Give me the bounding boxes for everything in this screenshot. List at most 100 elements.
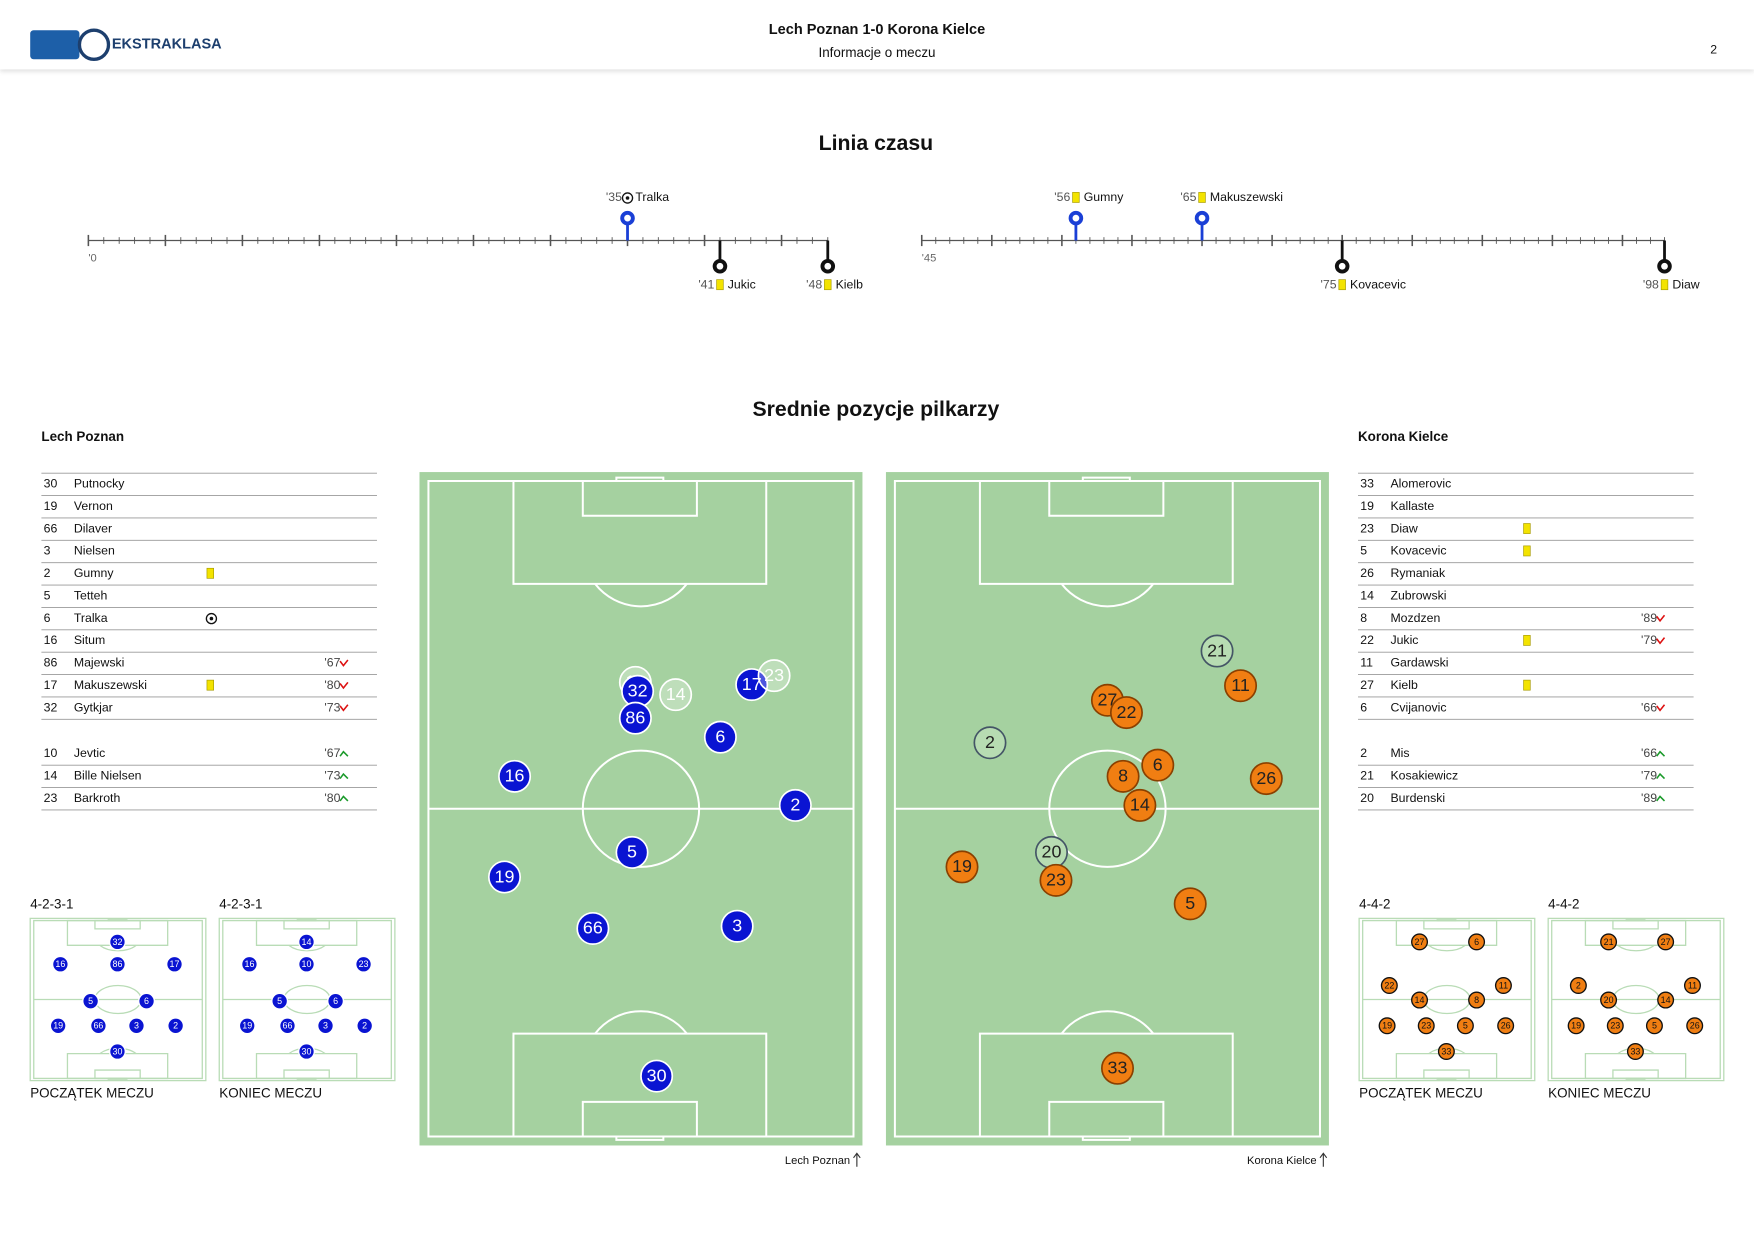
player-dot — [1657, 991, 1675, 1009]
player-number: 14 — [44, 769, 58, 783]
player-number: 66 — [93, 1021, 103, 1031]
player-number: 11 — [1499, 980, 1508, 990]
player-name: Alomerovic — [1390, 477, 1451, 491]
player-name: Nielsen — [74, 544, 115, 558]
player-dot — [1569, 977, 1587, 995]
player-number: 11 — [1231, 675, 1250, 695]
player-dot — [1173, 887, 1207, 921]
player-dot — [108, 1043, 126, 1061]
player-number: 33 — [1441, 1046, 1451, 1056]
sub-minute: '80 — [324, 678, 340, 692]
yellow-card — [1523, 523, 1531, 534]
sub-on-icon — [1656, 772, 1666, 780]
event-pin-hole — [624, 214, 631, 222]
player-number: 8 — [1474, 995, 1479, 1005]
penalty-arc — [1062, 584, 1154, 606]
player-dot — [278, 1017, 296, 1035]
sub-minute: '79 — [1641, 633, 1657, 647]
player-dot — [327, 992, 345, 1010]
player-number: 2 — [790, 795, 800, 815]
team-name: Korona Kielce — [1358, 429, 1448, 444]
event-minute: '98 — [1643, 278, 1659, 292]
page-number: 2 — [1710, 43, 1717, 57]
player-number: 33 — [1360, 477, 1374, 491]
event-pin-hole — [824, 262, 832, 270]
sub-minute: '66 — [1641, 746, 1657, 760]
yellow-card — [1523, 545, 1531, 557]
event-player: Makuszewski — [1210, 190, 1283, 204]
goal — [616, 1137, 663, 1140]
player-number: 19 — [1571, 1021, 1581, 1031]
player-dot — [1468, 991, 1486, 1009]
goal-icon-center — [209, 616, 214, 621]
event-pin-hole — [1072, 214, 1080, 222]
player-dot — [1456, 1017, 1474, 1035]
player-dot — [973, 726, 1007, 760]
player-number: 32 — [628, 681, 648, 701]
yellow-card — [824, 279, 832, 291]
player-name: Tetteh — [74, 588, 108, 602]
player-number: 23 — [1360, 521, 1374, 535]
sub-minute: '73 — [324, 769, 340, 783]
player-number: 20 — [1360, 791, 1374, 805]
player-name: Jukic — [1390, 633, 1418, 647]
player-dot — [1411, 991, 1429, 1009]
player-dot — [1645, 1017, 1663, 1035]
player-dot — [1417, 1017, 1435, 1035]
goal — [297, 1078, 316, 1079]
event-minute: '65 — [1180, 190, 1196, 204]
player-number: 27 — [1360, 678, 1374, 692]
player-number: 86 — [44, 656, 58, 670]
player-number: 23 — [44, 791, 58, 805]
formation-label: 4-4-2 — [1548, 897, 1579, 912]
player-number: 2 — [173, 1021, 178, 1031]
penalty-arc — [100, 945, 136, 950]
player-number: 5 — [1463, 1021, 1468, 1031]
player-number: 14 — [1661, 995, 1671, 1005]
player-dot — [735, 668, 769, 702]
player-number: 14 — [666, 684, 686, 704]
player-dot — [51, 955, 69, 973]
player-name: Kielb — [1390, 678, 1418, 692]
player-dot — [1101, 1051, 1135, 1085]
player-dot — [1411, 933, 1429, 951]
sub-minute: '80 — [324, 791, 340, 805]
player-number: 6 — [333, 996, 338, 1006]
player-number: 22 — [1360, 633, 1374, 647]
event-minute: '41 — [698, 278, 714, 292]
player-number: 14 — [1130, 795, 1150, 815]
player-number: 6 — [1474, 937, 1479, 947]
player-dot — [1600, 991, 1618, 1009]
player-number: 10 — [302, 959, 312, 969]
player-number: 5 — [627, 842, 637, 862]
player-number: 5 — [1360, 544, 1367, 558]
player-dot — [487, 860, 521, 894]
player-dot — [659, 678, 693, 712]
player-number: 23 — [359, 959, 369, 969]
direction-arrow — [1319, 1152, 1328, 1167]
goal — [616, 478, 663, 481]
player-number: 23 — [1046, 870, 1066, 890]
yellow-card — [1660, 279, 1669, 291]
player-number: 14 — [302, 937, 312, 947]
player-number: 30 — [647, 1065, 667, 1085]
player-name: Makuszewski — [74, 678, 147, 692]
player-number: 27 — [1661, 937, 1671, 947]
player-name: Rymaniak — [1390, 566, 1446, 580]
player-dot — [1437, 1043, 1455, 1061]
player-dot — [1626, 1043, 1644, 1061]
player-dot — [1141, 748, 1175, 782]
match-title: Lech Poznan 1-0 Korona Kielce — [769, 22, 985, 38]
player-name: Putnocky — [74, 477, 125, 491]
player-name: Cvijanovic — [1390, 700, 1446, 714]
sub-minute: '66 — [1641, 700, 1657, 714]
brand: EKSTRAKLASA — [112, 37, 222, 53]
player-number: 16 — [55, 959, 65, 969]
player-dot — [1039, 863, 1073, 897]
yellow-card — [206, 679, 214, 691]
player-number: 3 — [732, 916, 742, 936]
player-dot — [1567, 1017, 1585, 1035]
start-label: '0 — [88, 252, 96, 264]
player-dot — [355, 955, 373, 973]
